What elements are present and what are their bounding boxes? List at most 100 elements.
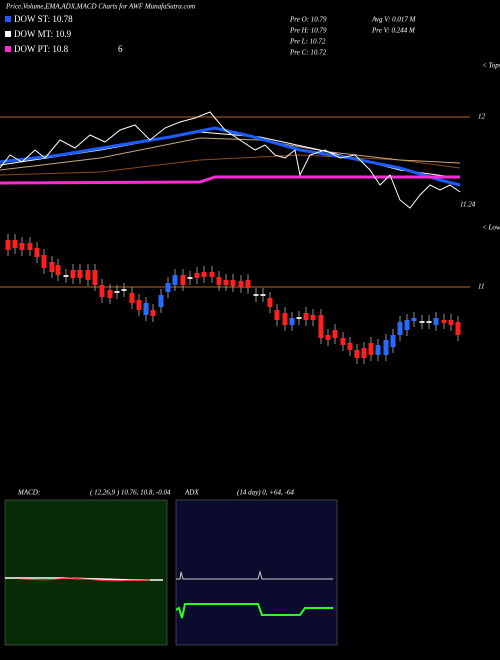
- candle-body: [70, 270, 76, 278]
- legend-entry: DOW PT: 10.8: [14, 44, 69, 54]
- di-line: [175, 603, 333, 619]
- candle-body: [383, 340, 389, 355]
- legend-swatch: [5, 16, 11, 22]
- candle-body: [99, 285, 105, 297]
- candle-body: [12, 240, 18, 248]
- stat: Pre O: 10.79: [289, 16, 327, 24]
- candle-body: [419, 321, 425, 323]
- ema-line: [0, 154, 461, 176]
- candle-body: [114, 291, 120, 293]
- candle-body: [310, 315, 316, 320]
- candle-body: [325, 335, 331, 340]
- candle-body: [397, 322, 403, 335]
- stat: Pre C: 10.72: [289, 49, 327, 57]
- candle-body: [296, 317, 302, 319]
- macd-panel: [4, 499, 168, 646]
- candle-body: [303, 313, 309, 320]
- candles: [5, 234, 461, 364]
- candle-body: [201, 272, 207, 277]
- ema-lines: [0, 111, 461, 209]
- candle-body: [318, 315, 324, 338]
- candle-body: [216, 277, 222, 285]
- candle-body: [253, 294, 259, 296]
- candle-body: [55, 265, 61, 275]
- candle-body: [143, 303, 149, 315]
- candle-body: [77, 270, 83, 278]
- candle-body: [433, 318, 439, 325]
- candle-body: [260, 294, 266, 296]
- title: Price,Volume,EMA,ADX,MACD Charts for AWF…: [5, 3, 195, 11]
- candle-body: [63, 275, 69, 277]
- macd-title: MACD:: [17, 489, 40, 497]
- candle-body: [448, 320, 454, 325]
- candle-body: [223, 280, 229, 285]
- stat: Pre V: 0.244 M: [371, 27, 416, 35]
- candle-body: [347, 343, 353, 350]
- candle-body: [411, 318, 417, 321]
- legend-swatch: [5, 31, 11, 37]
- candle-body: [282, 313, 288, 325]
- price-label: 11: [478, 283, 484, 291]
- ema-line: [0, 131, 461, 179]
- candle-body: [209, 272, 215, 277]
- candle-body: [85, 270, 91, 280]
- candle-body: [441, 320, 447, 323]
- candle-body: [354, 350, 360, 358]
- tops-marker: < Tops: [482, 62, 500, 70]
- candle-body: [238, 281, 244, 287]
- candle-body: [92, 270, 98, 285]
- candle-body: [274, 310, 280, 320]
- candle-body: [136, 300, 142, 310]
- candle-body: [180, 275, 186, 285]
- legend-extra: 6: [118, 44, 123, 54]
- candle-body: [404, 320, 410, 330]
- legend-swatch: [5, 46, 11, 52]
- candle-body: [361, 348, 367, 358]
- ema-line: [0, 175, 460, 185]
- candle-body: [426, 321, 432, 323]
- legend-entry: DOW ST: 10.78: [14, 14, 73, 24]
- candle-body: [165, 283, 171, 292]
- candle-body: [187, 277, 193, 279]
- stat: Pre H: 10.79: [289, 27, 327, 35]
- adx-params: (14 day) 0, +64, -64: [237, 489, 294, 497]
- candle-body: [172, 275, 178, 285]
- stat: Pre L: 10.72: [289, 38, 326, 46]
- candle-body: [340, 338, 346, 345]
- candle-body: [129, 293, 135, 303]
- candle-body: [368, 343, 374, 355]
- price-label: 12: [478, 113, 486, 121]
- ema-line: [0, 126, 461, 187]
- signal-line: [19, 577, 151, 582]
- candle-body: [194, 273, 200, 278]
- lows-marker: < Lows: [482, 224, 500, 232]
- candle-body: [390, 335, 396, 347]
- candle-body: [49, 262, 55, 272]
- price-line: [0, 111, 461, 209]
- candle-body: [150, 310, 156, 316]
- adx-panel: [175, 499, 338, 646]
- price-label: 11.24: [460, 201, 476, 209]
- stat: Avg V: 0.017 M: [371, 16, 417, 24]
- candle-body: [34, 248, 40, 257]
- candle-body: [267, 298, 273, 307]
- candle-body: [27, 243, 33, 250]
- macd-params: ( 12,26,9 ) 10.76, 10.8, -0.04: [90, 489, 171, 497]
- candle-body: [158, 295, 164, 307]
- candle-body: [121, 289, 127, 291]
- adx-line: [176, 570, 333, 580]
- candle-body: [332, 330, 338, 338]
- candle-body: [289, 318, 295, 325]
- candle-body: [41, 255, 47, 268]
- candle-body: [455, 322, 461, 335]
- candle-body: [5, 240, 11, 250]
- candle-body: [19, 243, 25, 250]
- candle-body: [245, 280, 251, 288]
- candle-body: [375, 345, 381, 355]
- legend-entry: DOW MT: 10.9: [14, 29, 72, 39]
- adx-title: ADX: [184, 489, 199, 497]
- candle-body: [230, 280, 236, 286]
- candle-body: [107, 290, 113, 298]
